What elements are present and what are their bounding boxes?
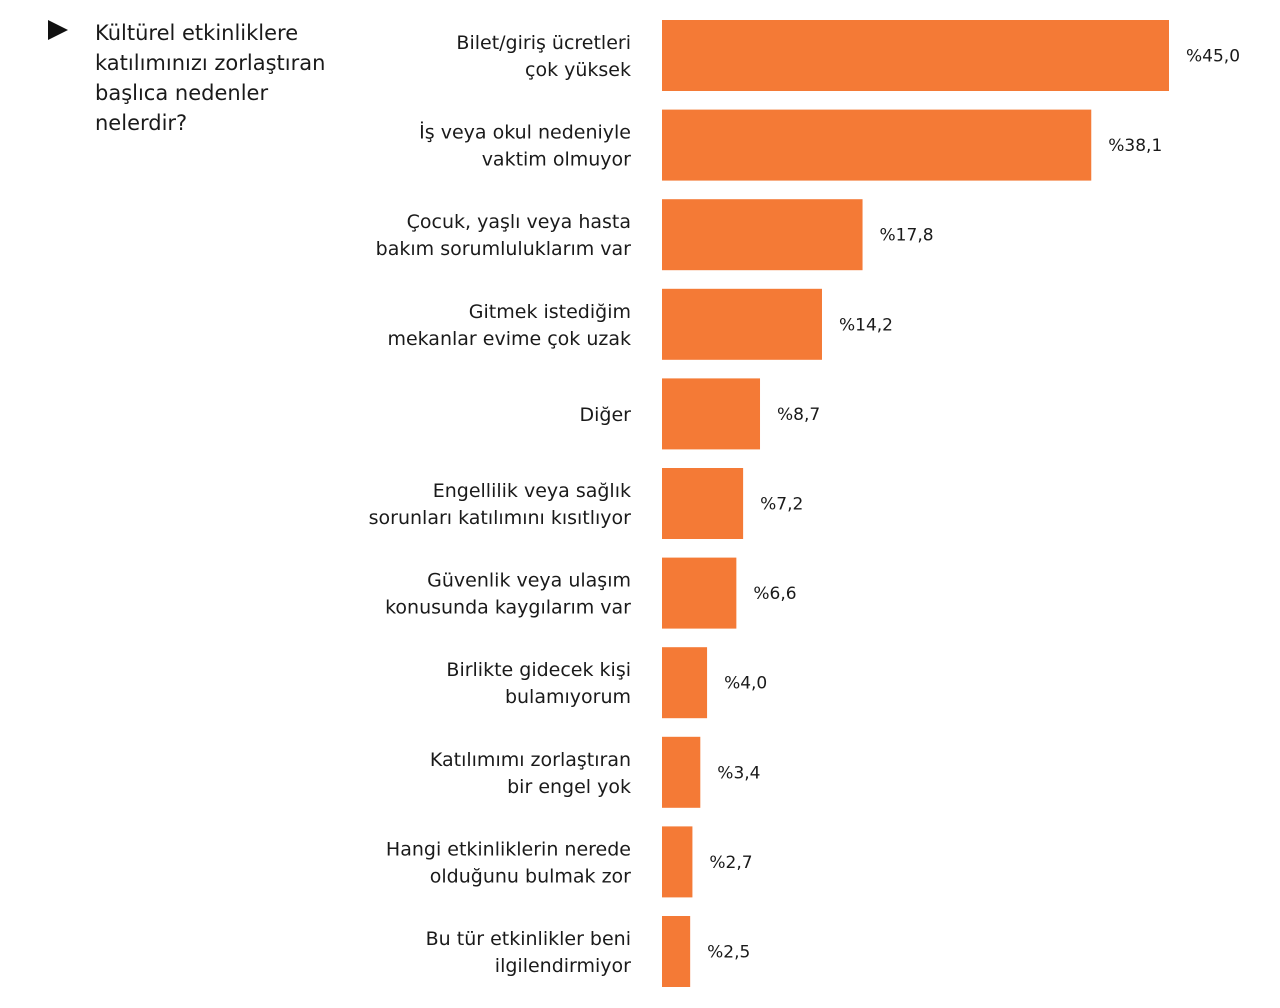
bar-8 xyxy=(662,736,701,808)
category-label-line: İş veya okul nedeniyle xyxy=(419,121,631,144)
bar-3 xyxy=(662,288,822,360)
data-label-3: %14,2 xyxy=(839,315,893,335)
data-label-6: %6,6 xyxy=(753,584,796,604)
category-label-10: Bu tür etkinlikler beni ilgilendirmiyor xyxy=(426,928,632,977)
category-label-line: olduğunu bulmak zor xyxy=(430,865,631,887)
bar-1 xyxy=(662,109,1092,181)
data-label-4: %8,7 xyxy=(777,405,820,425)
category-label-line: Diğer xyxy=(580,404,632,426)
category-label-line: Çocuk, yaşlı veya hasta xyxy=(407,211,631,233)
category-label-line: sorunları katılımını kısıtlıyor xyxy=(369,507,632,529)
category-label-0: Bilet/giriş ücretleri çok yüksek xyxy=(456,32,631,81)
bar-2 xyxy=(662,199,863,271)
data-label-10: %2,5 xyxy=(707,943,750,963)
data-label-8: %3,4 xyxy=(717,763,760,783)
data-label-9: %2,7 xyxy=(709,853,752,873)
category-label-3: Gitmek istediğim mekanlar evime çok uzak xyxy=(387,301,631,350)
category-label-9: Hangi etkinliklerin nerede olduğunu bulma… xyxy=(386,838,631,887)
bar-7 xyxy=(662,647,708,719)
bar-5 xyxy=(662,468,744,539)
category-label-line: Bilet/giriş ücretleri xyxy=(456,32,631,54)
category-label-line: ilgilendirmiyor xyxy=(495,955,631,977)
data-label-0: %45,0 xyxy=(1186,47,1240,67)
category-label-line: Bu tür etkinlikler beni xyxy=(426,928,631,950)
category-label-line: Gitmek istediğim xyxy=(469,301,631,323)
category-label-line: mekanlar evime çok uzak xyxy=(387,328,631,350)
category-label-line: Birlikte gidecek kişi xyxy=(446,659,631,681)
category-label-line: Engellilik veya sağlık xyxy=(433,480,631,502)
category-label-line: çok yüksek xyxy=(525,59,631,81)
category-label-line: vaktim olmuyor xyxy=(482,149,631,171)
data-label-7: %4,0 xyxy=(724,674,767,694)
category-label-line: Hangi etkinliklerin nerede xyxy=(386,838,631,860)
bar-9 xyxy=(662,826,693,898)
category-label-line: bir engel yok xyxy=(507,776,631,798)
category-label-line: bakım sorumluluklarım var xyxy=(376,238,632,260)
category-label-8: Katılımımı zorlaştıran bir engel yok xyxy=(430,749,631,798)
category-label-line: Katılımımı zorlaştıran xyxy=(430,749,631,771)
bar-6 xyxy=(662,557,737,629)
category-label-line: konusunda kaygılarım var xyxy=(385,597,631,619)
category-label-1: İş veya okul nedeniyle vaktim olmuyor xyxy=(419,121,631,171)
question-text: Kültürel etkinliklere katılımınızı zorla… xyxy=(95,21,326,135)
play-arrow-icon xyxy=(48,20,68,40)
category-label-line: bulamıyorum xyxy=(505,686,631,708)
category-label-line: Güvenlik veya ulaşım xyxy=(427,570,631,592)
category-label-4: Diğer xyxy=(580,404,632,426)
bar-4 xyxy=(662,378,761,450)
category-label-5: Engellilik veya sağlık sorunları katılımı… xyxy=(369,480,632,529)
category-label-6: Güvenlik veya ulaşım konusunda kaygılarım… xyxy=(385,570,631,619)
data-label-5: %7,2 xyxy=(760,495,803,515)
data-label-2: %17,8 xyxy=(880,226,934,246)
bar-10 xyxy=(662,916,691,987)
category-label-7: Birlikte gidecek kişi bulamıyorum xyxy=(446,659,631,708)
bar-0 xyxy=(662,20,1169,91)
category-label-2: Çocuk, yaşlı veya hasta bakım sorumlulukl… xyxy=(376,211,632,260)
data-label-1: %38,1 xyxy=(1108,136,1162,156)
